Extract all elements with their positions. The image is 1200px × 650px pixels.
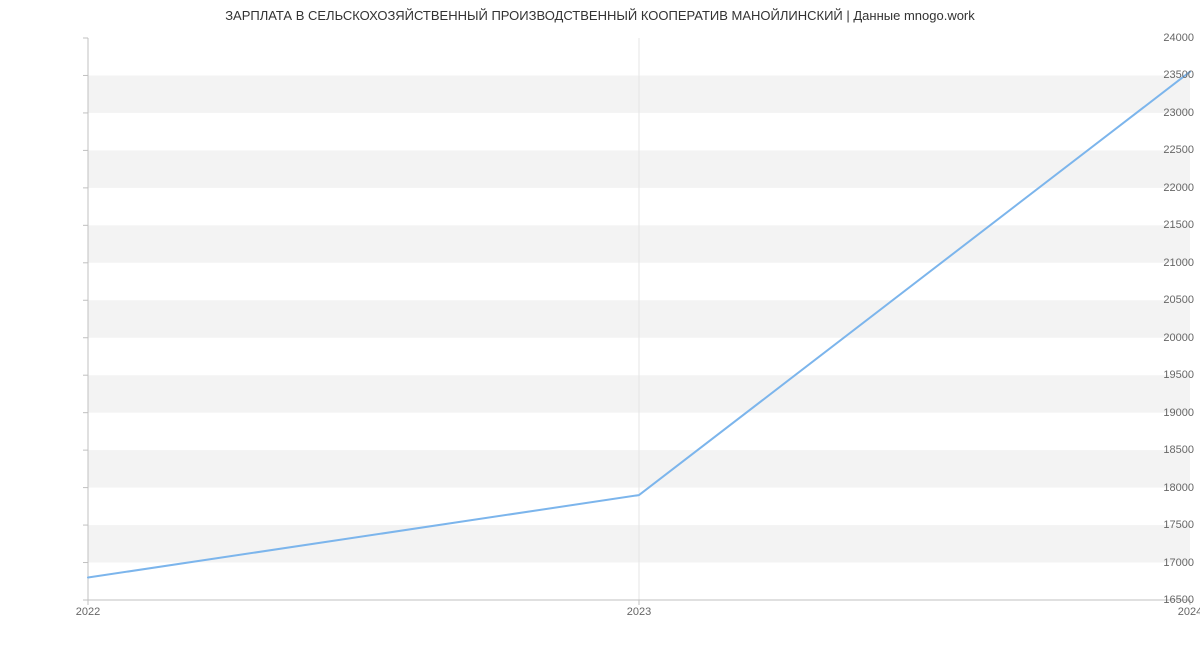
salary-line-chart: ЗАРПЛАТА В СЕЛЬСКОХОЗЯЙСТВЕННЫЙ ПРОИЗВОД…: [0, 0, 1200, 650]
y-tick-label: 17000: [1112, 557, 1194, 569]
y-tick-label: 22000: [1112, 182, 1194, 194]
y-tick-label: 21000: [1112, 257, 1194, 269]
y-tick-label: 18500: [1112, 444, 1194, 456]
y-tick-label: 17500: [1112, 519, 1194, 531]
y-tick-label: 20000: [1112, 332, 1194, 344]
y-tick-label: 19000: [1112, 407, 1194, 419]
y-tick-label: 24000: [1112, 32, 1194, 44]
y-tick-label: 16500: [1112, 594, 1194, 606]
chart-svg: [0, 0, 1200, 650]
x-tick-label: 2024: [1178, 606, 1200, 618]
y-tick-label: 18000: [1112, 482, 1194, 494]
y-tick-label: 22500: [1112, 144, 1194, 156]
y-tick-label: 23500: [1112, 69, 1194, 81]
y-tick-label: 21500: [1112, 219, 1194, 231]
x-tick-label: 2023: [627, 606, 651, 618]
x-tick-label: 2022: [76, 606, 100, 618]
y-tick-label: 20500: [1112, 294, 1194, 306]
y-tick-label: 23000: [1112, 107, 1194, 119]
y-tick-label: 19500: [1112, 369, 1194, 381]
